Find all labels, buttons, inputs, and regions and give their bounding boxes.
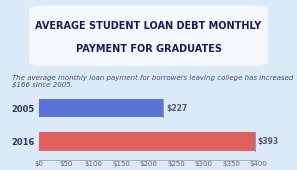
Bar (39, 132, 255, 151)
Text: $393: $393 (257, 137, 278, 146)
Text: PAYMENT FOR GRADUATES: PAYMENT FOR GRADUATES (75, 44, 222, 54)
Text: AVERAGE STUDENT LOAN DEBT MONTHLY: AVERAGE STUDENT LOAN DEBT MONTHLY (35, 21, 262, 31)
Text: The average monthly loan payment for borrowers leaving college has increased $16: The average monthly loan payment for bor… (12, 75, 293, 88)
FancyBboxPatch shape (29, 5, 268, 66)
Text: $227: $227 (166, 104, 187, 113)
Bar (39, 99, 163, 117)
